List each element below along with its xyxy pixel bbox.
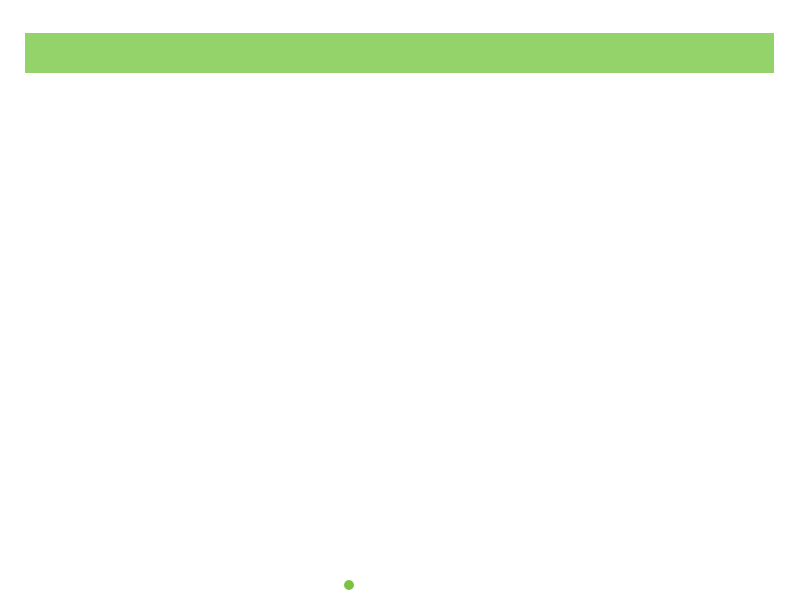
title-bar (25, 33, 774, 73)
logo-icon (344, 580, 354, 590)
energy-cost-chart (40, 150, 440, 550)
metal-cost-chart (400, 140, 800, 540)
footer-logo (344, 580, 354, 591)
